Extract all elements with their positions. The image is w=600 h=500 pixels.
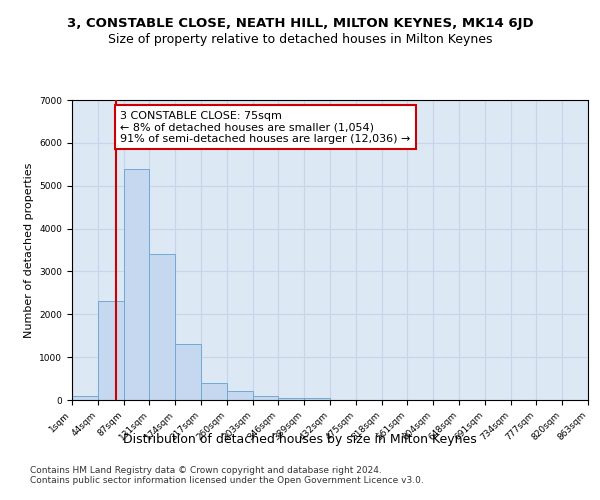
Bar: [253, 396, 278, 400]
Bar: [72, 396, 98, 400]
Bar: [304, 398, 330, 400]
Bar: [201, 383, 227, 400]
Text: 3, CONSTABLE CLOSE, NEATH HILL, MILTON KEYNES, MK14 6JD: 3, CONSTABLE CLOSE, NEATH HILL, MILTON K…: [67, 18, 533, 30]
Bar: [124, 168, 149, 400]
Y-axis label: Number of detached properties: Number of detached properties: [24, 162, 34, 338]
Bar: [98, 302, 124, 400]
Text: 3 CONSTABLE CLOSE: 75sqm
← 8% of detached houses are smaller (1,054)
91% of semi: 3 CONSTABLE CLOSE: 75sqm ← 8% of detache…: [120, 110, 410, 144]
Text: Contains HM Land Registry data © Crown copyright and database right 2024.
Contai: Contains HM Land Registry data © Crown c…: [30, 466, 424, 485]
Text: Size of property relative to detached houses in Milton Keynes: Size of property relative to detached ho…: [108, 32, 492, 46]
Bar: [149, 254, 175, 400]
Bar: [175, 344, 201, 400]
Text: Distribution of detached houses by size in Milton Keynes: Distribution of detached houses by size …: [123, 432, 477, 446]
Bar: [227, 392, 253, 400]
Bar: [278, 398, 304, 400]
